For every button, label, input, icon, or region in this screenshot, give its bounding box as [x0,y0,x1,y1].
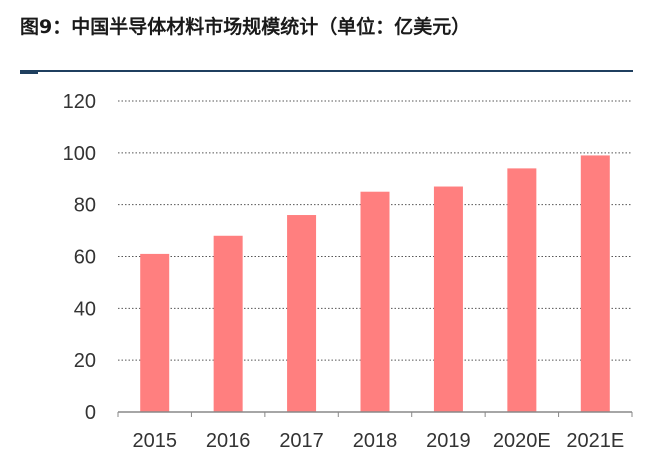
y-tick-label: 0 [85,402,96,424]
bar [507,168,537,412]
bar [213,235,243,412]
x-tick-label: 2020E [493,430,551,449]
bar [360,191,390,412]
x-tick-label: 2018 [353,430,398,449]
x-tick-labels: 2015 2016 2017 2018 2019 2020E 2021E [132,430,624,449]
y-tick-label: 100 [63,143,96,165]
x-tick-label: 2021E [566,430,624,449]
x-tick-label: 2016 [206,430,251,449]
x-tick-label: 2019 [426,430,471,449]
x-tick-label: 2015 [132,430,177,449]
title-rule-accent [20,70,38,74]
axes [117,411,633,417]
title-rule [20,70,633,72]
y-tick-label: 20 [74,350,96,372]
bar [287,215,317,412]
y-tick-label: 120 [63,91,96,113]
y-tick-label: 40 [74,298,96,320]
bar [140,253,170,412]
bars [140,155,610,413]
y-tick-labels: 0 20 40 60 80 100 120 [63,91,96,424]
bar [580,155,610,413]
y-tick-label: 60 [74,247,96,269]
y-tick-label: 80 [74,195,96,217]
bar [433,186,463,412]
chart-title: 图9：中国半导体材料市场规模统计（单位：亿美元） [20,16,471,38]
x-tick-label: 2017 [279,430,324,449]
